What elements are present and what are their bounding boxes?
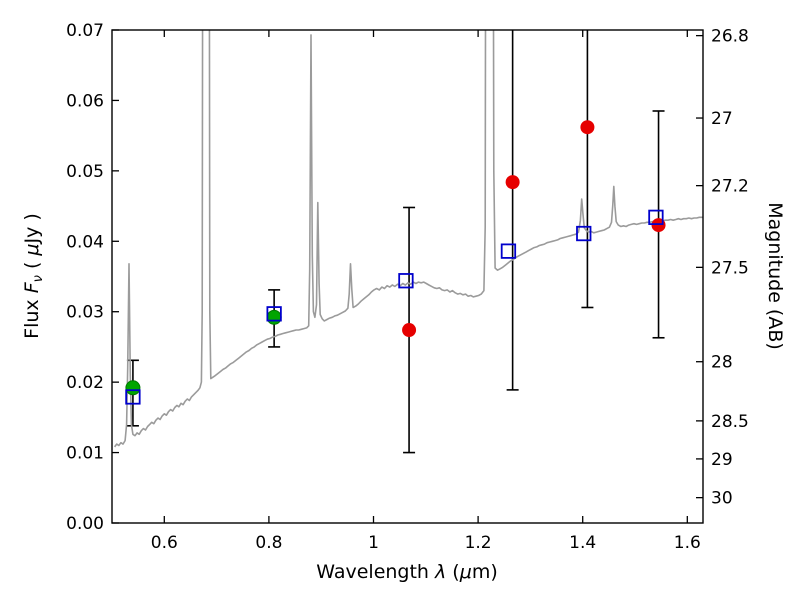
red-circle-marker [402,323,417,338]
green-circle-marker [266,309,282,325]
x-tick-label: 1 [368,533,379,553]
x-tick-label: 1.2 [465,533,492,553]
flux-label-text: Flux [21,293,43,339]
y-tick-label-right: 27.2 [711,177,749,197]
x-label-text: m) [472,561,498,583]
blue-square-marker [500,243,517,259]
mu-symbol: μ [21,243,43,256]
plot-generated: 0.6 0.8 1 1.2 1.4 1.6 0.00 0.01 0.02 0.03 0.04 0.05… [66,21,749,553]
y-tick-label-left: 0.02 [66,373,104,393]
y-tick-label-left: 0.05 [66,162,104,182]
x-tick-label: 0.8 [255,533,282,553]
flux-symbol: F [21,281,43,293]
x-axis-label: Wavelength λ (μm) [316,561,497,583]
blue-square-marker [398,273,414,289]
y-tick-label-left: 0.07 [66,21,104,41]
y-tick-label-left: 0.06 [66,91,104,111]
y-tick-label-right: 28.5 [711,412,749,432]
flux-label-text: Jy ) [21,213,43,244]
y-tick-label-right: 27.5 [711,258,749,278]
y-tick-label-left: 0.04 [66,232,104,252]
plot-area [113,30,703,454]
y-tick-label-right: 29 [711,450,733,470]
y-axis-label-right: Magnitude (AB) [764,202,786,350]
blue-square-marker [576,225,592,242]
blue-square-marker [648,209,664,225]
red-circle-marker [580,120,595,135]
y-tick-label-right: 28 [711,353,733,373]
flux-label-text: ( [21,256,43,276]
lambda-symbol: λ [434,561,446,583]
x-tick-label: 0.6 [151,533,178,553]
x-tick-label: 1.4 [569,533,596,553]
error-bar [581,30,594,309]
y-tick-label-right: 30 [711,489,733,509]
blue-square-marker [125,389,141,405]
error-bar [506,30,519,391]
y-tick-label-left: 0.03 [66,303,104,323]
y-tick-label-right: 27 [711,109,733,129]
x-tick-label: 1.6 [674,533,701,553]
y-tick-label-left: 0.00 [66,514,104,534]
mu-symbol: μ [459,561,472,583]
y-axis-label-left: Flux Fν ( μJy ) [21,213,46,339]
blue-square-marker [266,306,282,322]
spectrum-line [113,30,703,448]
y-tick-label-left: 0.01 [66,444,104,464]
x-label-text: ( [446,561,459,583]
green-circle-marker [125,380,141,396]
nu-subscript: ν [31,275,46,282]
axes-frame [111,29,704,524]
y-tick-label-right: 26.8 [711,27,749,47]
red-circle-marker [505,175,520,190]
x-label-text: Wavelength [316,561,435,583]
